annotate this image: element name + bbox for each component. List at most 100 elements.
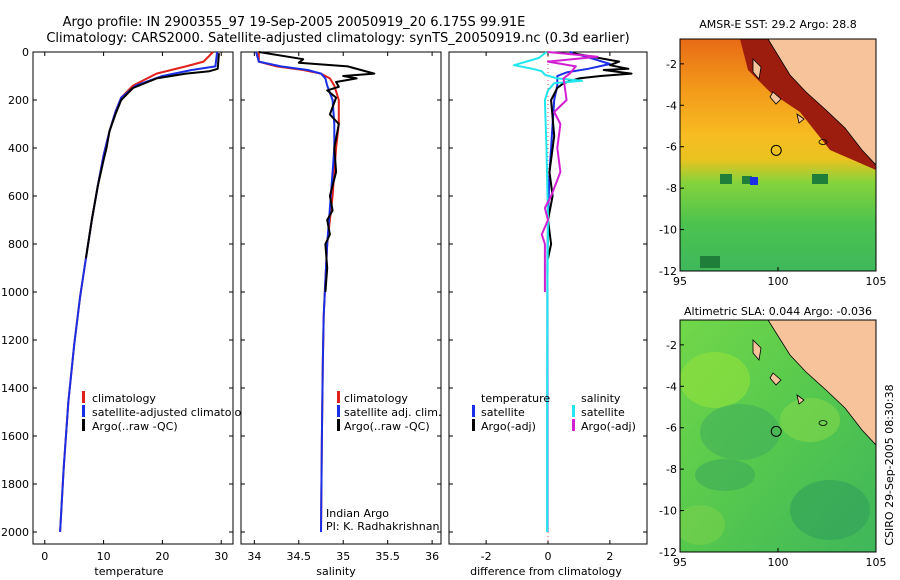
difference-xlabel: difference from climatology [470,565,622,578]
x-tick-label: 36 [425,550,439,563]
temperature-panel: 0 10 20 30 0 200 400 600 800 1000 1200 1400 1600 1800… [1,46,255,578]
sla-map-ticks: 95 100 105 -2 -4 -6 -8 -10 -12 [659,339,886,569]
map-x-tick-label: 95 [673,275,687,288]
x-tick-label: 30 [214,550,228,563]
legend-swatch-satellite [337,405,340,417]
map-x-tick-label: 95 [673,556,687,569]
x-tick-label: 0 [41,550,48,563]
x-tick-label: 10 [97,550,111,563]
y-tick-label: 600 [8,190,29,203]
legend-label-salinity-satellite: satellite [581,406,625,419]
title-line-1: Argo profile: IN 2900355_97 19-Sep-2005 … [63,15,526,30]
map-y-tick-label: -2 [666,339,677,352]
legend-header-salinity: salinity [581,392,621,405]
y-tick-label: 400 [8,142,29,155]
y-tick-label: 0 [22,46,29,59]
legend-swatch-argo [337,419,340,431]
y-tick-label: 2000 [1,526,29,539]
map-y-tick-label: -2 [666,58,677,71]
temperature-legend: climatology satellite-adjusted climatolo… [82,391,255,433]
sumatra-land [767,39,876,166]
series-line-argo-raw-qc- [84,53,220,259]
series-line-salinity-satellite [513,51,583,532]
temperature-lines [59,51,220,533]
difference-ticks: -2 0 2 [449,51,647,563]
salinity-ticks: 34 34.5 35 35.5 36 [241,51,441,563]
legend-label-salinity-argo: Argo(-adj) [581,420,636,433]
map-y-tick-label: -12 [659,546,677,559]
salinity-lines [255,51,376,533]
salinity-xlabel: salinity [316,565,356,578]
sst-map-panel: AMSR-E SST: 29.2 Argo: 28.8 95 100 105 -2 -4… [659,18,886,288]
map-y-tick-label: -4 [666,99,677,112]
legend-label-satellite: satellite adj. clim. [344,406,441,419]
salinity-panel: 34 34.5 35 35.5 36 salinity climatology sate… [240,51,442,578]
map-y-tick-label: -4 [666,380,677,393]
footer-timestamp: CSIRO 29-Sep-2005 08:30:38 [883,384,896,545]
y-tick-label: 800 [8,238,29,251]
map-y-tick-label: -10 [659,505,677,518]
map-y-tick-label: -12 [659,265,677,278]
y-tick-label: 1800 [1,478,29,491]
island-4 [818,420,828,426]
island-2 [769,372,782,386]
salinity-legend: climatology satellite adj. clim. Argo(..… [337,391,441,433]
series-line-climatology [59,51,214,533]
series-line-temperature-argo-adj- [547,52,633,259]
island-1 [752,58,762,80]
map-x-tick-label: 100 [768,556,789,569]
sumatra-land [767,320,876,446]
island-1 [752,339,762,361]
legend-label-temperature-argo: Argo(-adj) [481,420,536,433]
x-tick-label: 35.5 [375,550,400,563]
series-line-argo-raw-qc- [258,51,376,293]
difference-legend: temperature salinity satellite satellite… [472,392,636,433]
x-tick-label: 0 [545,550,552,563]
y-tick-label: 1200 [1,334,29,347]
y-tick-label: 1400 [1,382,29,395]
difference-panel: -2 0 2 difference from climatology tempera… [448,51,648,578]
sla-map-panel: Altimetric SLA: 0.044 Argo: -0.036 95 100… [659,305,886,569]
map-y-tick-label: -6 [666,141,677,154]
sst-blue-pixel [750,177,758,185]
island-2 [769,91,782,105]
legend-swatch-temperature-satellite [472,405,475,417]
series-line-temperature-satellite [546,51,611,532]
legend-swatch-salinity-satellite [572,405,575,417]
sst-map-ticks: 95 100 105 -2 -4 -6 -8 -10 -12 [659,58,886,288]
pi-annotation: PI: K. Radhakrishnan [326,520,439,533]
temperature-xlabel: temperature [94,565,163,578]
legend-swatch-climatology [337,391,340,403]
x-tick-label: 34.5 [287,550,312,563]
map-x-tick-label: 105 [866,556,887,569]
y-tick-label: 1000 [1,286,29,299]
x-tick-label: 34 [247,550,261,563]
y-tick-label: 200 [8,94,29,107]
series-line-satellite-adjusted-climatology [59,51,219,533]
legend-swatch-satellite-adjusted [82,405,85,417]
legend-label-temperature-satellite: satellite [481,406,525,419]
legend-label-argo: Argo(..raw -QC) [344,420,430,433]
map-y-tick-label: -6 [666,422,677,435]
legend-label-climatology: climatology [92,392,156,405]
temperature-axes-frame [32,51,234,545]
y-tick-label: 1600 [1,430,29,443]
map-x-tick-label: 105 [866,275,887,288]
x-tick-label: -2 [481,550,492,563]
map-y-tick-label: -8 [666,182,677,195]
argo-position-marker [770,144,782,156]
sst-map-title: AMSR-E SST: 29.2 Argo: 28.8 [699,18,857,31]
map-y-tick-label: -10 [659,224,677,237]
legend-label-argo: Argo(..raw -QC) [92,420,178,433]
legend-swatch-argo [82,419,85,431]
institution-annotation: Indian Argo [326,507,389,520]
island-3 [796,113,805,124]
legend-label-climatology: climatology [344,392,408,405]
map-y-tick-label: -8 [666,463,677,476]
series-line-salinity-argo-adj- [540,51,599,292]
map-x-tick-label: 100 [768,275,789,288]
temperature-ticks: 0 10 20 30 0 200 400 600 800 1000 1200 1400 1600 1800… [1,46,233,563]
legend-swatch-temperature-argo [472,419,475,431]
legend-label-satellite-adjusted: satellite-adjusted climatology [92,406,255,419]
